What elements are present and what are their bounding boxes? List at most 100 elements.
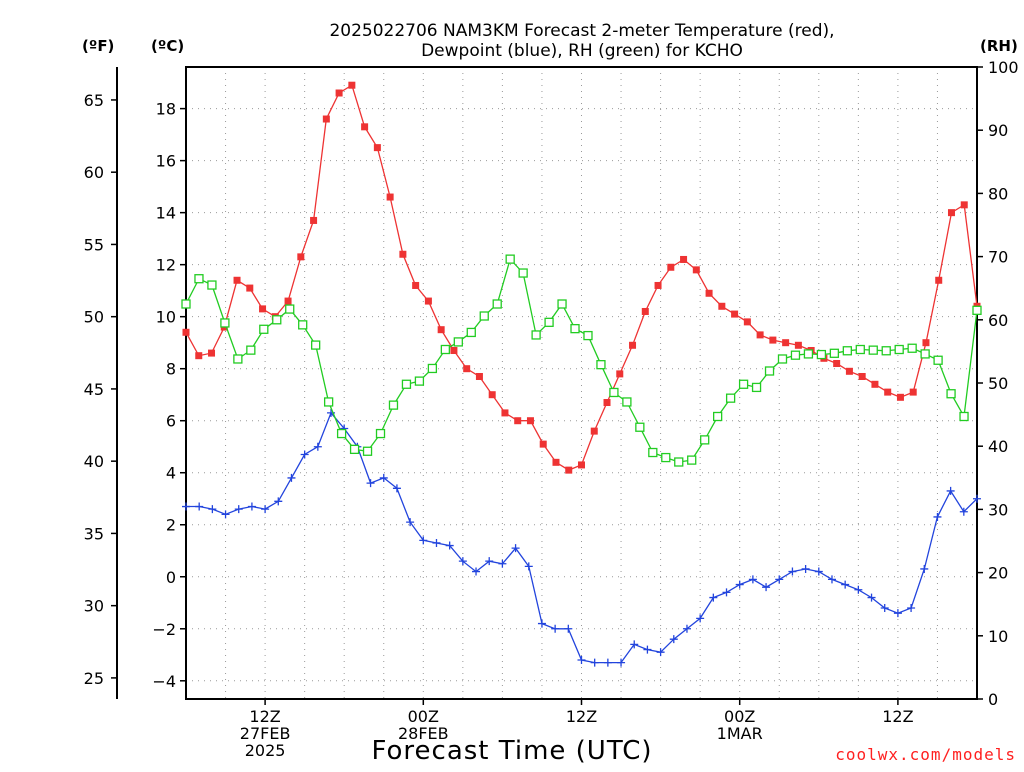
- grid-lines: [186, 67, 977, 699]
- fahrenheit-tick-label: 40: [84, 452, 104, 471]
- temperature-point: [361, 123, 369, 131]
- rh-tick-label: 50: [988, 374, 1008, 393]
- rh-tick-label: 80: [988, 184, 1008, 203]
- chart-title-line-1: 2025022706 NAM3KM Forecast 2-meter Tempe…: [329, 21, 834, 41]
- rh-point: [946, 389, 956, 399]
- dewpoint-point: [617, 658, 626, 667]
- dewpoint-point: [379, 473, 388, 482]
- rh-point: [194, 274, 204, 284]
- dewpoint-point: [287, 473, 296, 482]
- temperature-point: [960, 201, 968, 209]
- dewpoint-point: [814, 567, 823, 576]
- rh-point: [544, 317, 554, 327]
- fahrenheit-tick-label: 60: [84, 163, 104, 182]
- rh-point: [972, 305, 982, 315]
- dewpoint-point: [933, 512, 942, 521]
- rh-point: [246, 345, 256, 355]
- temperature-point: [348, 81, 356, 89]
- plot-frame: [185, 66, 978, 700]
- dewpoint-point: [406, 518, 415, 527]
- dewpoint-point: [195, 502, 204, 511]
- rh-point: [881, 346, 891, 356]
- rh-point: [414, 376, 425, 386]
- fahrenheit-tick-label: 55: [84, 235, 104, 254]
- celsius-tick-label: 18: [156, 100, 176, 119]
- temperature-point: [833, 359, 841, 367]
- temperature-point: [922, 339, 930, 347]
- temperature-point: [284, 297, 292, 305]
- rh-point: [687, 455, 697, 465]
- celsius-tick-label: 0: [166, 568, 176, 587]
- temperature-point: [373, 144, 381, 152]
- fahrenheit-tick-label: 25: [84, 669, 104, 688]
- temperature-point: [475, 372, 483, 380]
- rh-point: [323, 397, 334, 407]
- temperature-point: [629, 341, 637, 349]
- dewpoint-point: [208, 505, 217, 514]
- rh-point: [764, 366, 775, 376]
- temperature-point: [514, 417, 522, 425]
- dewpoint-point: [458, 557, 467, 566]
- rh-point: [427, 363, 438, 374]
- rh-tick-label: 30: [988, 500, 1008, 519]
- rh-point: [738, 379, 749, 389]
- dewpoint-point: [946, 486, 955, 495]
- dewpoint-point: [445, 541, 454, 550]
- dewpoint-series: [182, 408, 981, 667]
- rh-point: [518, 268, 528, 278]
- rh-point: [648, 447, 658, 458]
- dewpoint-point: [907, 603, 916, 612]
- temperature-point: [794, 341, 802, 349]
- temperature-point: [858, 372, 866, 380]
- rh-tick-label: 0: [988, 690, 998, 709]
- rh-point: [803, 349, 814, 359]
- temperature-point: [335, 89, 343, 97]
- rh-point: [596, 360, 606, 370]
- temperature-point: [463, 365, 471, 373]
- temperature-point: [552, 458, 560, 466]
- rh-point: [349, 444, 360, 455]
- temperature-point: [437, 326, 445, 334]
- temperature-point: [590, 427, 598, 435]
- rh-tick-label: 70: [988, 248, 1008, 267]
- dewpoint-point: [669, 635, 678, 644]
- dewpoint-point: [366, 479, 375, 488]
- temperature-point: [501, 409, 509, 417]
- temperature-point: [909, 388, 917, 396]
- rh-point: [570, 323, 580, 334]
- x-tick-label: 12Z: [882, 707, 913, 726]
- rh-point: [713, 411, 723, 422]
- temperature-point: [233, 276, 241, 284]
- rh-point: [298, 320, 308, 330]
- temperature-point: [297, 253, 305, 261]
- dewpoint-point: [498, 559, 507, 568]
- dewpoint-point: [590, 658, 599, 667]
- x-tick-label: 1MAR: [717, 724, 763, 743]
- dewpoint-point: [630, 640, 639, 649]
- dewpoint-point: [551, 624, 560, 633]
- rh-point: [336, 428, 347, 439]
- dewpoint-point: [392, 484, 401, 493]
- dewpoint-point: [419, 536, 428, 545]
- celsius-tick-label: 2: [166, 516, 176, 535]
- x-tick-label: 12Z: [566, 707, 597, 726]
- temperature-point: [450, 346, 458, 354]
- rh-point: [933, 355, 943, 365]
- dewpoint-point: [801, 564, 810, 573]
- rh-point: [311, 340, 321, 350]
- dewpoint-point: [788, 567, 797, 576]
- rh-point: [505, 254, 515, 264]
- temperature-point: [692, 266, 700, 274]
- temperature-point: [488, 391, 496, 399]
- x-axis-title: Forecast Time (UTC): [371, 736, 652, 766]
- dewpoint-point: [524, 562, 533, 571]
- temperature-point: [718, 302, 726, 310]
- temperature-point: [412, 281, 420, 289]
- dewpoint-point: [472, 567, 481, 576]
- rh-point: [661, 452, 671, 463]
- rh-point: [700, 435, 710, 445]
- temperature-point: [654, 281, 662, 289]
- temperature-point: [578, 461, 585, 469]
- temperature-point: [386, 193, 394, 201]
